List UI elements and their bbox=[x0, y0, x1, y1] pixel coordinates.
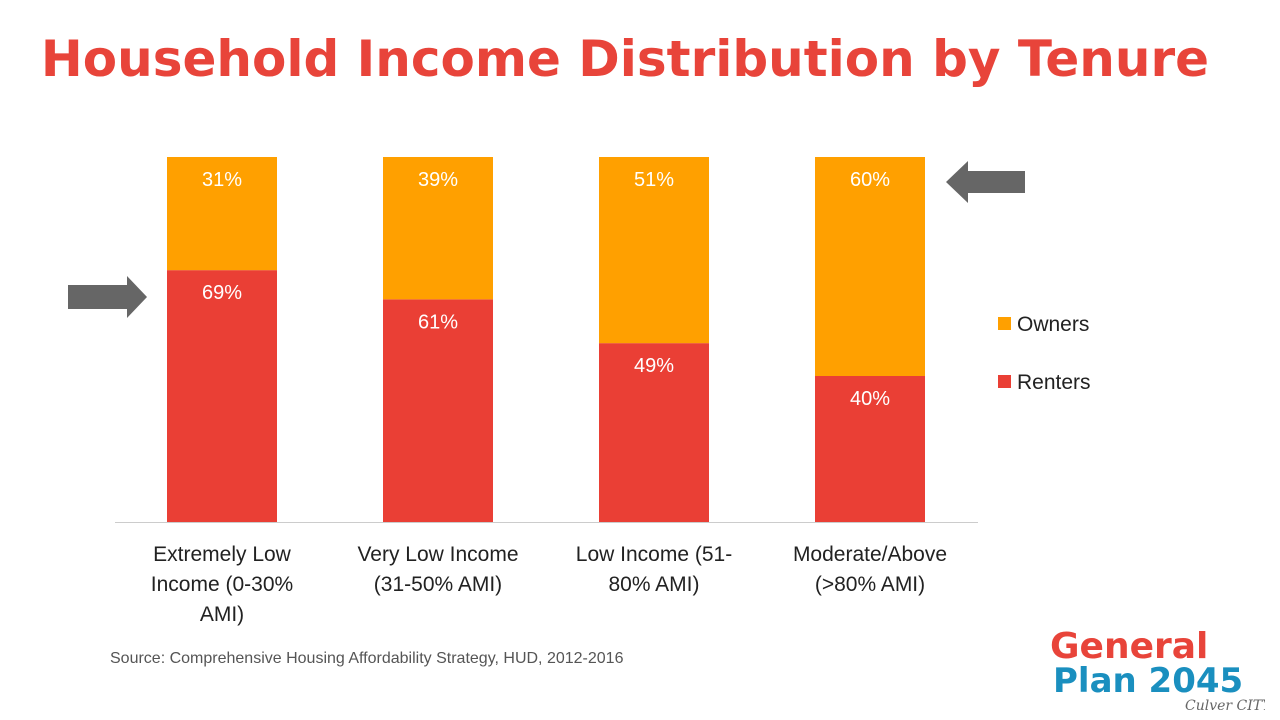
legend-swatch-owners bbox=[998, 317, 1011, 330]
category-label: Low Income (51- bbox=[576, 543, 732, 566]
data-label-renters: 69% bbox=[202, 282, 242, 304]
logo-line2: Plan 2045 bbox=[1053, 661, 1243, 701]
arrow-left-icon bbox=[946, 161, 1025, 203]
category-label: Moderate/Above bbox=[793, 543, 947, 566]
data-label-renters: 49% bbox=[634, 355, 674, 377]
data-label-renters: 40% bbox=[850, 388, 890, 410]
category-label: Income (0-30% bbox=[151, 573, 293, 596]
category-label: 80% AMI) bbox=[608, 573, 699, 596]
legend-label-owners: Owners bbox=[1017, 313, 1089, 336]
data-label-owners: 31% bbox=[202, 169, 242, 191]
bar-owners bbox=[599, 157, 709, 344]
data-label-owners: 60% bbox=[850, 169, 890, 191]
arrow-right-icon bbox=[68, 276, 147, 318]
chart-title: Household Income Distribution by Tenure bbox=[40, 30, 1210, 88]
category-label: Extremely Low bbox=[153, 543, 292, 566]
category-label: AMI) bbox=[200, 603, 244, 626]
data-label-owners: 39% bbox=[418, 169, 458, 191]
logo-line1: General bbox=[1050, 626, 1208, 667]
legend-swatch-renters bbox=[998, 375, 1011, 388]
bar-owners bbox=[815, 157, 925, 376]
bar-renters bbox=[167, 270, 277, 522]
bar-owners bbox=[167, 157, 277, 271]
category-label: (>80% AMI) bbox=[815, 573, 925, 596]
bar-owners bbox=[383, 157, 493, 300]
logo-subtitle: Culver CITY bbox=[1185, 698, 1265, 714]
bar-renters bbox=[599, 343, 709, 522]
category-label: (31-50% AMI) bbox=[374, 573, 502, 596]
source-note: Source: Comprehensive Housing Affordabil… bbox=[110, 650, 624, 667]
bar-renters bbox=[815, 376, 925, 522]
data-label-owners: 51% bbox=[634, 169, 674, 191]
category-label: Very Low Income bbox=[357, 543, 518, 566]
general-plan-logo: General Plan 2045 Culver CITY bbox=[1050, 626, 1265, 714]
legend-label-renters: Renters bbox=[1017, 371, 1091, 394]
data-label-renters: 61% bbox=[418, 311, 458, 333]
bar-renters bbox=[383, 299, 493, 522]
